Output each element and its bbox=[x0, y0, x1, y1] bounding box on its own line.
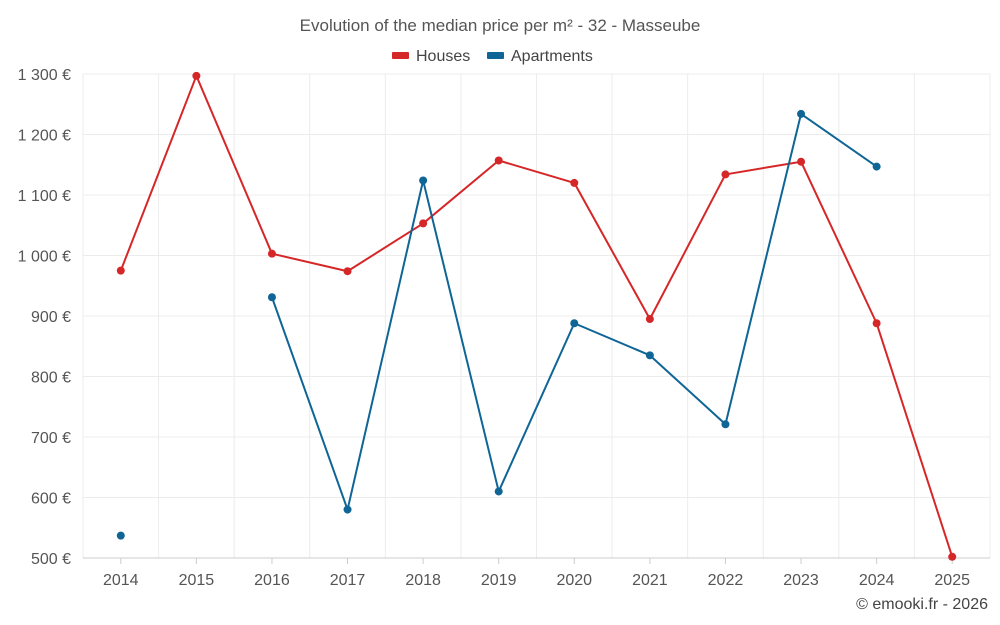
apartments-point bbox=[267, 293, 276, 302]
legend-swatch bbox=[392, 52, 409, 59]
legend-item-houses: Houses bbox=[392, 48, 470, 65]
apartments-point bbox=[645, 351, 654, 360]
houses-point bbox=[721, 170, 730, 179]
y-tick-label: 600 € bbox=[31, 491, 71, 508]
x-tick-label: 2020 bbox=[556, 572, 592, 589]
x-tick-label: 2021 bbox=[632, 572, 668, 589]
legend-swatch bbox=[487, 52, 504, 59]
x-tick-label: 2018 bbox=[405, 572, 441, 589]
apartments-point bbox=[797, 109, 806, 118]
x-tick-label: 2024 bbox=[859, 572, 895, 589]
houses-point bbox=[267, 249, 276, 258]
houses-point bbox=[116, 266, 125, 275]
houses-point bbox=[494, 156, 503, 165]
x-tick-label: 2016 bbox=[254, 572, 290, 589]
credit-text: © emooki.fr - 2026 bbox=[856, 596, 988, 613]
y-tick-label: 900 € bbox=[31, 309, 71, 326]
x-tick-label: 2019 bbox=[481, 572, 517, 589]
houses-point bbox=[948, 552, 957, 561]
houses-point bbox=[645, 315, 654, 324]
y-tick-label: 1 300 € bbox=[18, 67, 71, 84]
legend-label: Apartments bbox=[511, 48, 593, 65]
series-layer bbox=[116, 71, 957, 561]
apartments-point bbox=[872, 162, 881, 171]
apartments-point bbox=[343, 505, 352, 514]
houses-point bbox=[419, 219, 428, 228]
x-tick-label: 2014 bbox=[103, 572, 139, 589]
apartments-point bbox=[494, 487, 503, 496]
apartments-point bbox=[570, 319, 579, 328]
x-tick-label: 2015 bbox=[179, 572, 215, 589]
x-tick-label: 2022 bbox=[708, 572, 744, 589]
y-tick-label: 800 € bbox=[31, 370, 71, 387]
houses-line bbox=[119, 74, 954, 558]
houses-point bbox=[343, 267, 352, 276]
grid bbox=[82, 73, 991, 559]
houses-point bbox=[872, 319, 881, 328]
x-tick-label: 2017 bbox=[330, 572, 366, 589]
axes: 500 € 600 € 700 € 800 € 900 € 1 000 € 1 100 € 1… bbox=[18, 67, 990, 589]
legend-label: Houses bbox=[416, 48, 470, 65]
y-tick-label: 700 € bbox=[31, 430, 71, 447]
chart-title: Evolution of the median price per m² - 3… bbox=[300, 16, 701, 35]
x-tick-label: 2023 bbox=[783, 572, 819, 589]
y-tick-label: 1 100 € bbox=[18, 188, 71, 205]
houses-point bbox=[192, 71, 201, 80]
x-tick-label: 2025 bbox=[934, 572, 970, 589]
houses-point bbox=[797, 157, 806, 166]
y-tick-label: 500 € bbox=[31, 551, 71, 568]
apartments-line bbox=[271, 112, 878, 511]
legend-item-apartments: Apartments bbox=[487, 48, 593, 65]
apartments-point bbox=[419, 176, 428, 185]
y-tick-label: 1 200 € bbox=[18, 128, 71, 145]
apartments-point bbox=[721, 420, 730, 429]
legend: Houses Apartments bbox=[392, 48, 593, 65]
apartments-point bbox=[116, 531, 125, 540]
houses-point bbox=[570, 178, 579, 187]
y-tick-label: 1 000 € bbox=[18, 249, 71, 266]
